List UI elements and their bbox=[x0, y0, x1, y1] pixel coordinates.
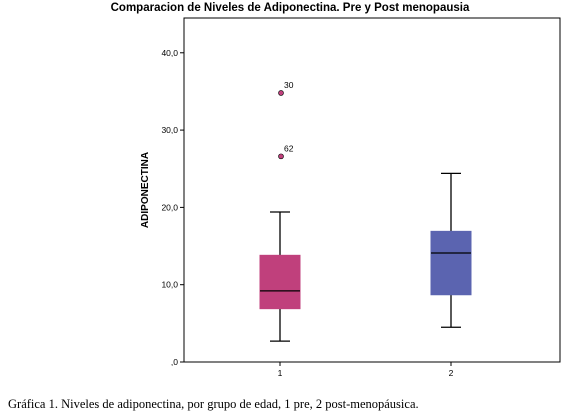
box-iqr bbox=[259, 254, 301, 310]
outlier-point bbox=[278, 153, 284, 160]
y-tick-label: 10,0 bbox=[161, 280, 178, 290]
outlier-label: 30 bbox=[284, 80, 294, 90]
outlier-label: 62 bbox=[284, 143, 294, 153]
y-tick-label: ,0 bbox=[171, 357, 178, 367]
y-tick-label: 30,0 bbox=[161, 125, 178, 135]
outlier-point bbox=[278, 90, 284, 96]
x-tick-label: 1 bbox=[278, 368, 283, 378]
y-tick-label: 40,0 bbox=[161, 48, 178, 58]
figure-caption: Gráfica 1. Niveles de adiponectina, por … bbox=[8, 397, 419, 411]
box-iqr bbox=[430, 230, 472, 296]
chart-title: Comparacion de Niveles de Adiponectina. … bbox=[110, 2, 470, 14]
y-tick-label: 20,0 bbox=[161, 202, 178, 212]
x-tick-label: 2 bbox=[449, 368, 454, 378]
plot-frame bbox=[183, 17, 561, 363]
y-axis-label: ADIPONECTINA bbox=[140, 152, 151, 228]
